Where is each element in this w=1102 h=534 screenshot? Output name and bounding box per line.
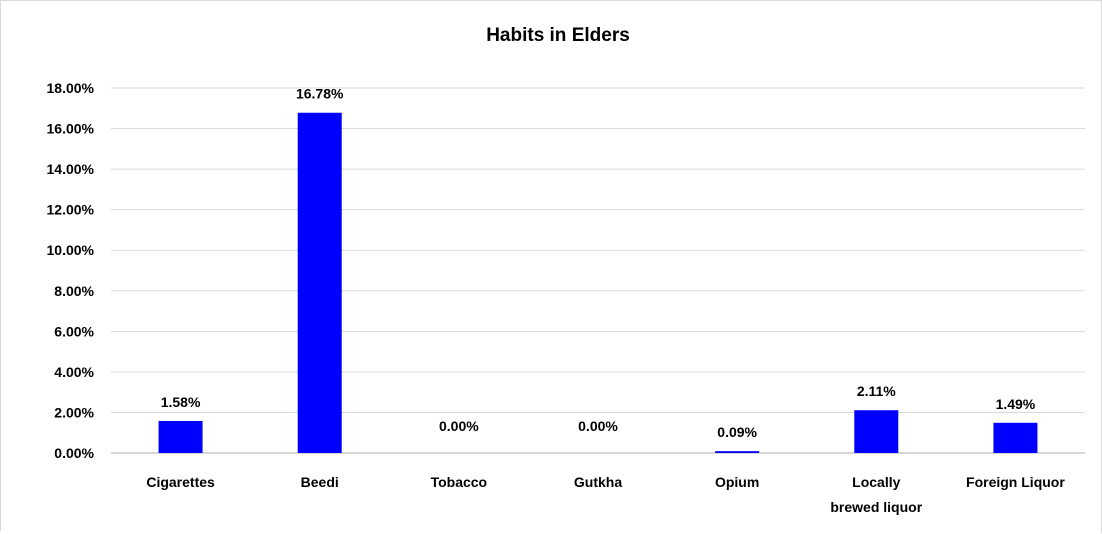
gridlines [111, 87, 1085, 454]
y-tick-label: 0.00% [54, 445, 94, 461]
x-tick-label: Cigarettes [146, 474, 215, 490]
data-label: 0.09% [717, 424, 757, 440]
data-label: 2.11% [857, 383, 896, 399]
x-axis-tick-labels: Cigarettes Beedi Tobacco Gutkha Opium Locally… [146, 474, 1065, 515]
x-tick-label: Locally brewed liquor [830, 474, 922, 515]
bars [158, 112, 1038, 453]
bar [297, 112, 342, 453]
x-tick-label: Gutkha [574, 474, 622, 490]
data-label: 1.49% [996, 396, 1036, 412]
bar [158, 420, 203, 453]
data-label: 0.00% [578, 418, 618, 434]
bar [854, 410, 899, 453]
y-tick-label: 2.00% [54, 404, 94, 420]
bar [993, 422, 1038, 453]
data-label: 1.58% [161, 394, 201, 410]
data-label: 16.78% [296, 86, 344, 102]
x-tick-label: Tobacco [431, 474, 488, 490]
y-axis-tick-labels: 0.00% 2.00% 4.00% 6.00% 8.00% 10.00% 12.00% 14.… [47, 80, 95, 461]
x-tick-label: Foreign Liquor [966, 474, 1065, 490]
y-tick-label: 10.00% [47, 242, 95, 258]
data-label: 0.00% [439, 418, 479, 434]
y-tick-label: 4.00% [54, 364, 94, 380]
x-tick-label: Beedi [301, 474, 339, 490]
y-tick-label: 18.00% [47, 80, 95, 96]
y-tick-label: 6.00% [54, 323, 94, 339]
bar [715, 451, 760, 453]
y-tick-label: 14.00% [47, 161, 95, 177]
y-tick-label: 8.00% [54, 283, 94, 299]
y-tick-label: 16.00% [47, 121, 95, 137]
x-tick-label: Opium [715, 474, 759, 490]
data-labels: 1.58% 16.78% 0.00% 0.00% 0.09% 2.11% 1.49% [161, 86, 1036, 440]
chart-title: Habits in Elders [486, 25, 630, 46]
y-tick-label: 12.00% [47, 202, 95, 218]
